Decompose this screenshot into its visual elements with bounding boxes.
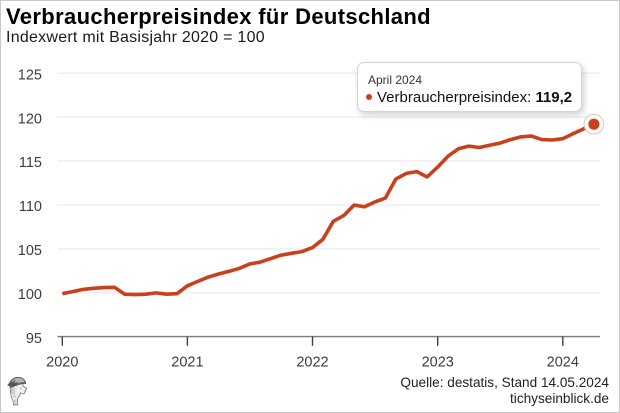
svg-text:125: 125 <box>18 67 42 83</box>
svg-text:100: 100 <box>18 287 42 303</box>
svg-text:2020: 2020 <box>46 355 78 371</box>
svg-text:2023: 2023 <box>422 355 454 371</box>
svg-text:120: 120 <box>18 111 42 127</box>
svg-text:2022: 2022 <box>296 355 328 371</box>
svg-text:115: 115 <box>19 155 42 171</box>
svg-text:110: 110 <box>19 199 42 215</box>
svg-text:105: 105 <box>18 243 42 259</box>
svg-text:95: 95 <box>26 331 42 347</box>
svg-text:2024: 2024 <box>547 355 579 371</box>
svg-text:2021: 2021 <box>171 355 203 371</box>
